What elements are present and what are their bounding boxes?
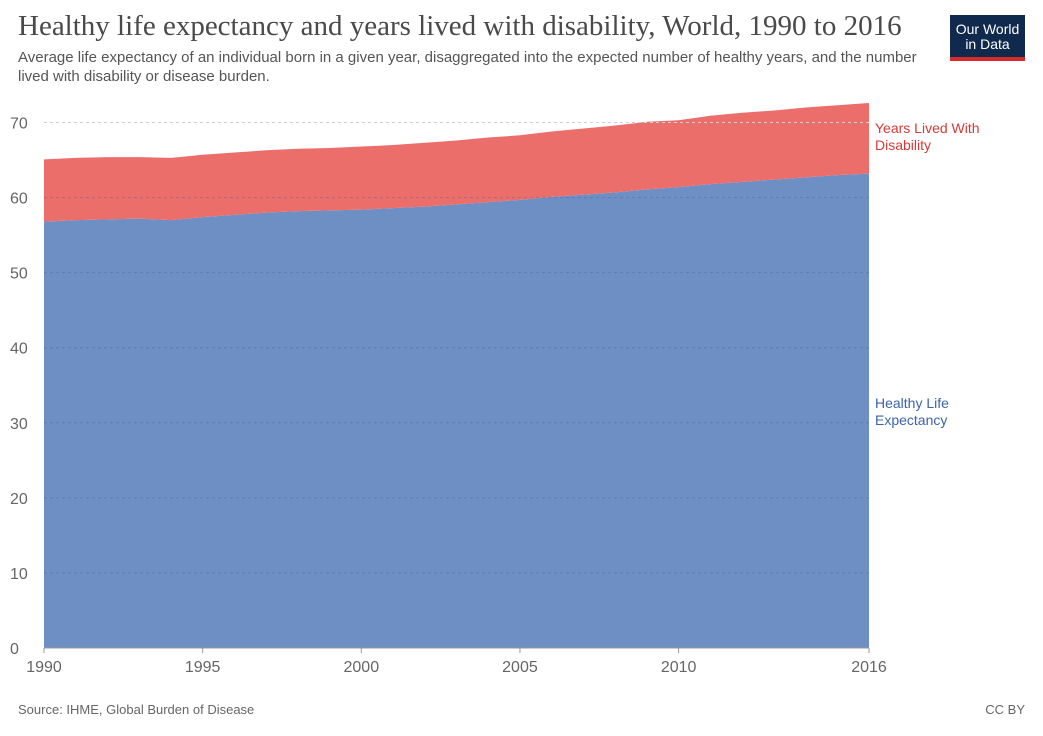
years-lived-with-disability-label: Disability xyxy=(875,137,931,153)
years-lived-with-disability-label: Years Lived With xyxy=(875,120,980,136)
y-tick-label: 30 xyxy=(10,416,28,433)
y-tick-label: 0 xyxy=(10,641,19,658)
source-note: Source: IHME, Global Burden of Disease xyxy=(18,702,255,717)
healthy-life-expectancy-label: Expectancy xyxy=(875,412,947,428)
x-tick-label: 2010 xyxy=(661,659,697,676)
chart-title: Healthy life expectancy and years lived … xyxy=(18,10,902,42)
healthy-life-expectancy-label: Healthy Life xyxy=(875,395,949,411)
y-tick-label: 60 xyxy=(10,191,28,208)
chart-subtitle: Average life expectancy of an individual… xyxy=(18,49,917,85)
owid-logo[interactable]: Our World in Data xyxy=(950,15,1025,61)
logo-line-1: Our World xyxy=(955,21,1020,37)
license-link[interactable]: CC BY xyxy=(985,702,1025,717)
x-tick-label: 1990 xyxy=(26,659,62,676)
y-tick-label: 10 xyxy=(10,566,28,583)
years-lived-with-disability-area xyxy=(44,103,869,222)
y-tick-label: 70 xyxy=(10,116,28,133)
x-tick-label: 2016 xyxy=(851,659,887,676)
x-tick-label: 1995 xyxy=(185,659,221,676)
y-tick-label: 20 xyxy=(10,491,28,508)
y-tick-label: 40 xyxy=(10,341,28,358)
x-tick-label: 2000 xyxy=(344,659,380,676)
healthy-life-expectancy-area xyxy=(44,173,869,648)
y-tick-label: 50 xyxy=(10,266,28,283)
x-tick-label: 2005 xyxy=(502,659,538,676)
logo-line-2: in Data xyxy=(965,36,1010,52)
